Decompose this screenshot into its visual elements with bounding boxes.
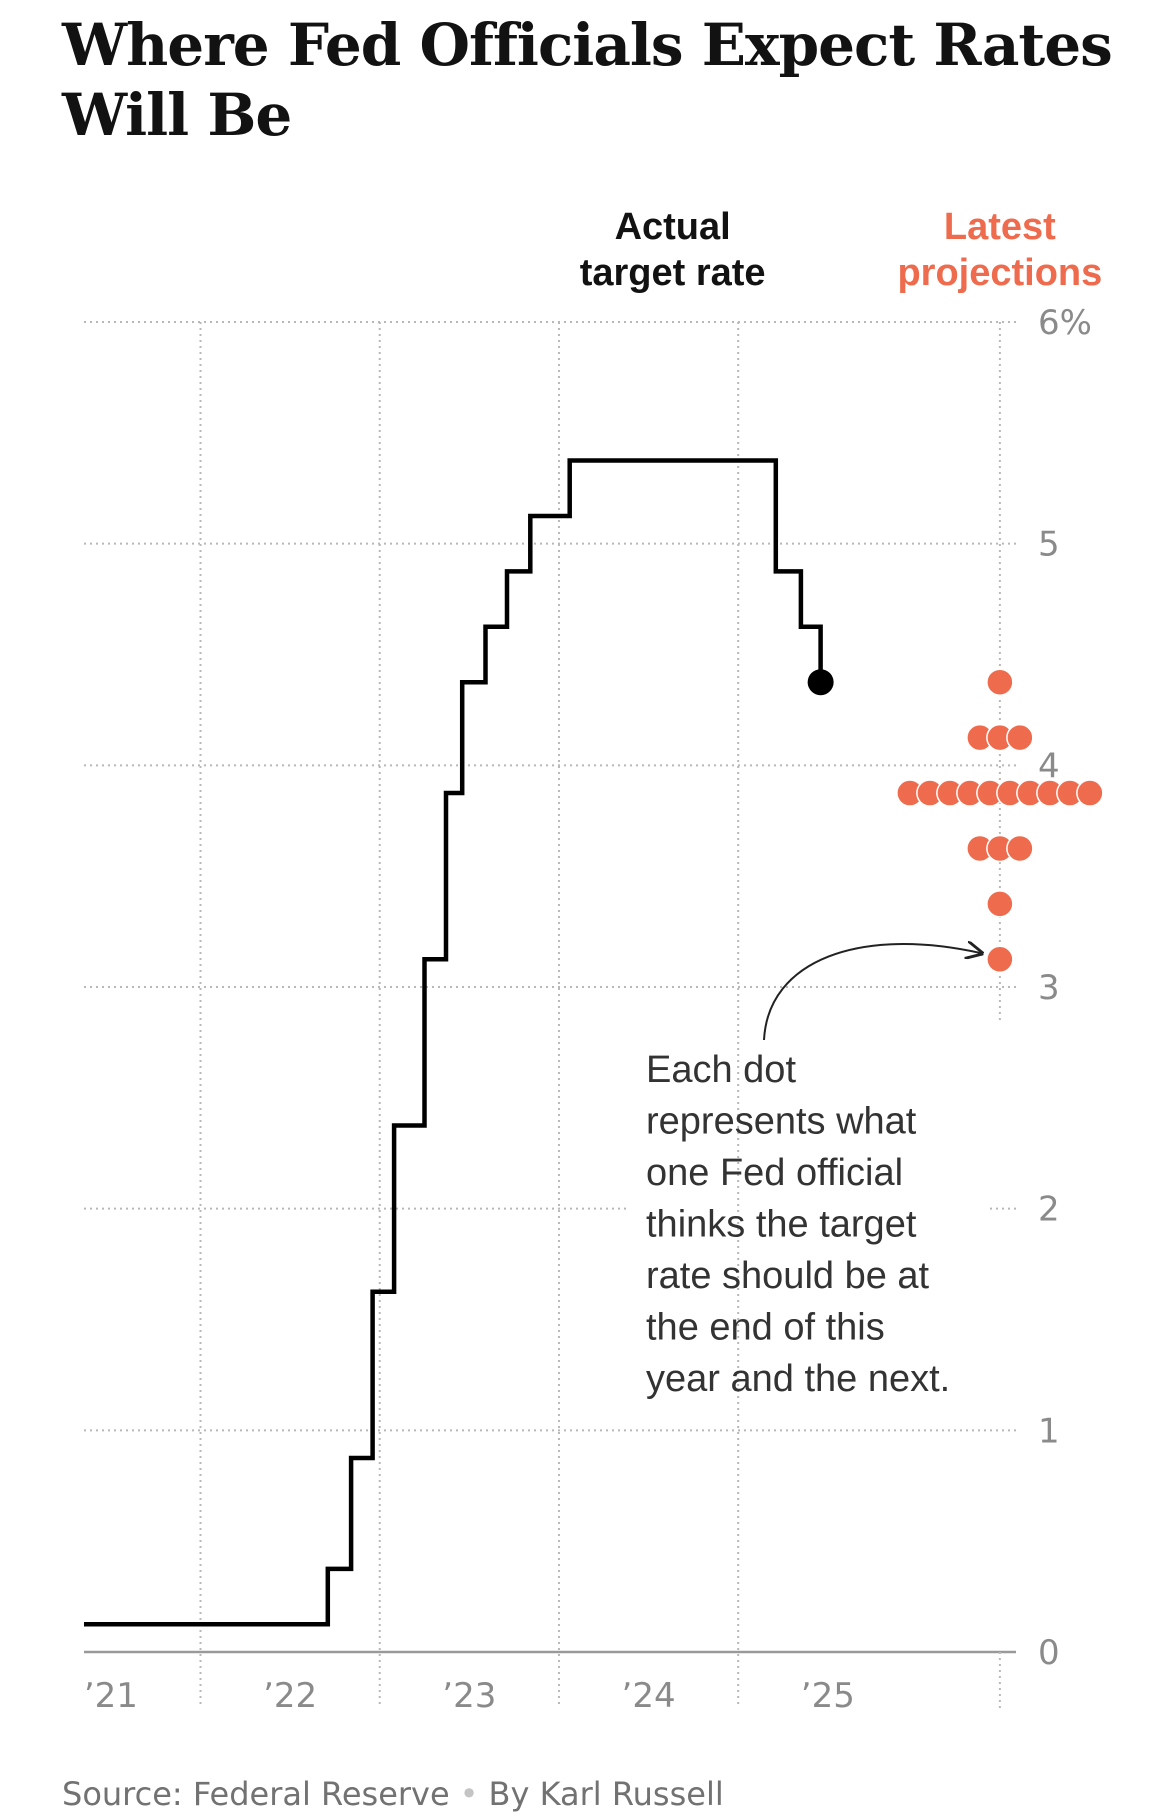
y-tick-label-2: 2 <box>1038 1190 1060 1230</box>
source-text: Source: Federal Reserve <box>62 1775 450 1813</box>
y-tick-label-1: 1 <box>1038 1411 1060 1451</box>
projections-label: Latest <box>944 206 1056 248</box>
x-tick-label-2022: ’22 <box>263 1676 317 1716</box>
y-tick-label-3: 3 <box>1038 968 1060 1008</box>
footer-separator: • <box>459 1775 479 1813</box>
annotation-line: year and the next. <box>646 1358 950 1400</box>
actual-rate-line <box>84 458 823 1627</box>
projection-dot <box>986 945 1014 974</box>
y-tick-label-4: 4 <box>1038 746 1060 786</box>
y-tick-label-6: 6% <box>1038 303 1092 343</box>
source-line: Source: Federal Reserve • By Karl Russell <box>62 1772 724 1816</box>
annotation-line: represents what <box>646 1101 917 1143</box>
actual-rate-endpoint <box>807 669 834 696</box>
projection-dot <box>986 890 1014 918</box>
actual-rate-label: Actual <box>615 206 731 248</box>
x-tick-label-2021: ’21 <box>84 1676 138 1716</box>
projection-dot <box>1006 834 1034 863</box>
x-tick-label-2023: ’23 <box>442 1676 496 1716</box>
y-tick-label-0: 0 <box>1038 1633 1060 1673</box>
projections-label: projections <box>897 252 1102 294</box>
annotation-line: Each dot <box>646 1049 796 1091</box>
byline-text: By Karl Russell <box>488 1775 724 1813</box>
x-tick-label-2025: ’25 <box>801 1676 855 1716</box>
annotation-line: thinks the target <box>646 1204 917 1246</box>
x-tick-label-2024: ’24 <box>622 1676 676 1716</box>
chart-title: Where Fed Officials Expect Rates Will Be <box>62 11 1113 149</box>
annotation-arrow <box>763 944 982 1041</box>
annotation-line: rate should be at <box>646 1255 930 1297</box>
projection-dot <box>1006 723 1034 752</box>
y-tick-label-5: 5 <box>1038 525 1060 565</box>
annotation-line: one Fed official <box>646 1152 903 1194</box>
actual-rate-label: target rate <box>580 252 766 294</box>
annotation-line: the end of this <box>646 1307 885 1349</box>
projection-dot <box>1076 779 1104 807</box>
projection-dot <box>986 668 1014 696</box>
